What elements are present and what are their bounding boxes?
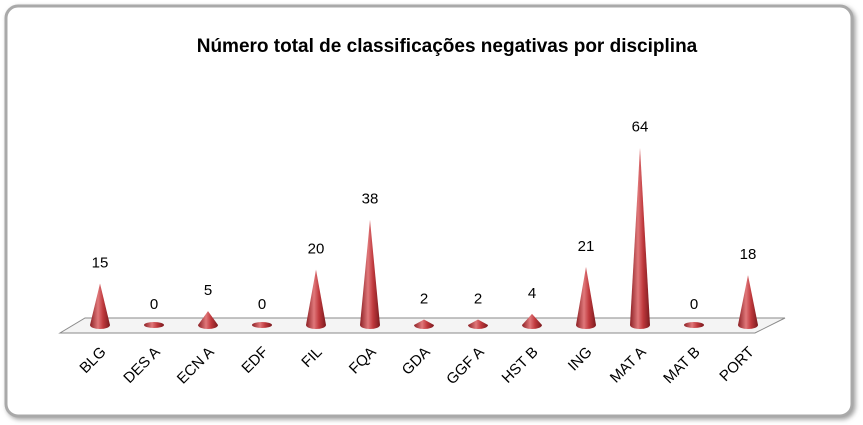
data-label: 0: [690, 296, 698, 313]
cone: [630, 147, 650, 329]
cone: [144, 322, 164, 328]
cone: [360, 219, 380, 329]
data-label: 64: [632, 119, 649, 136]
cone: [306, 269, 326, 329]
data-label: 0: [150, 296, 158, 313]
cone: [576, 266, 596, 329]
cone: [252, 322, 272, 328]
cone: [414, 319, 434, 329]
data-label: 38: [362, 191, 379, 208]
data-label: 2: [420, 290, 428, 307]
data-label: 15: [92, 254, 109, 271]
cone: [90, 283, 110, 329]
data-label: 21: [578, 238, 595, 255]
cone: [522, 313, 542, 329]
data-label: 18: [740, 246, 757, 263]
data-label: 20: [308, 241, 325, 258]
cone: [738, 275, 758, 329]
data-label: 0: [258, 296, 266, 313]
cone: [468, 319, 488, 329]
cone: [198, 311, 218, 329]
cone: [684, 322, 704, 328]
data-label: 5: [204, 282, 212, 299]
data-label: 2: [474, 290, 482, 307]
data-label: 4: [528, 285, 536, 302]
chart-title: Número total de classificações negativas…: [197, 36, 698, 57]
